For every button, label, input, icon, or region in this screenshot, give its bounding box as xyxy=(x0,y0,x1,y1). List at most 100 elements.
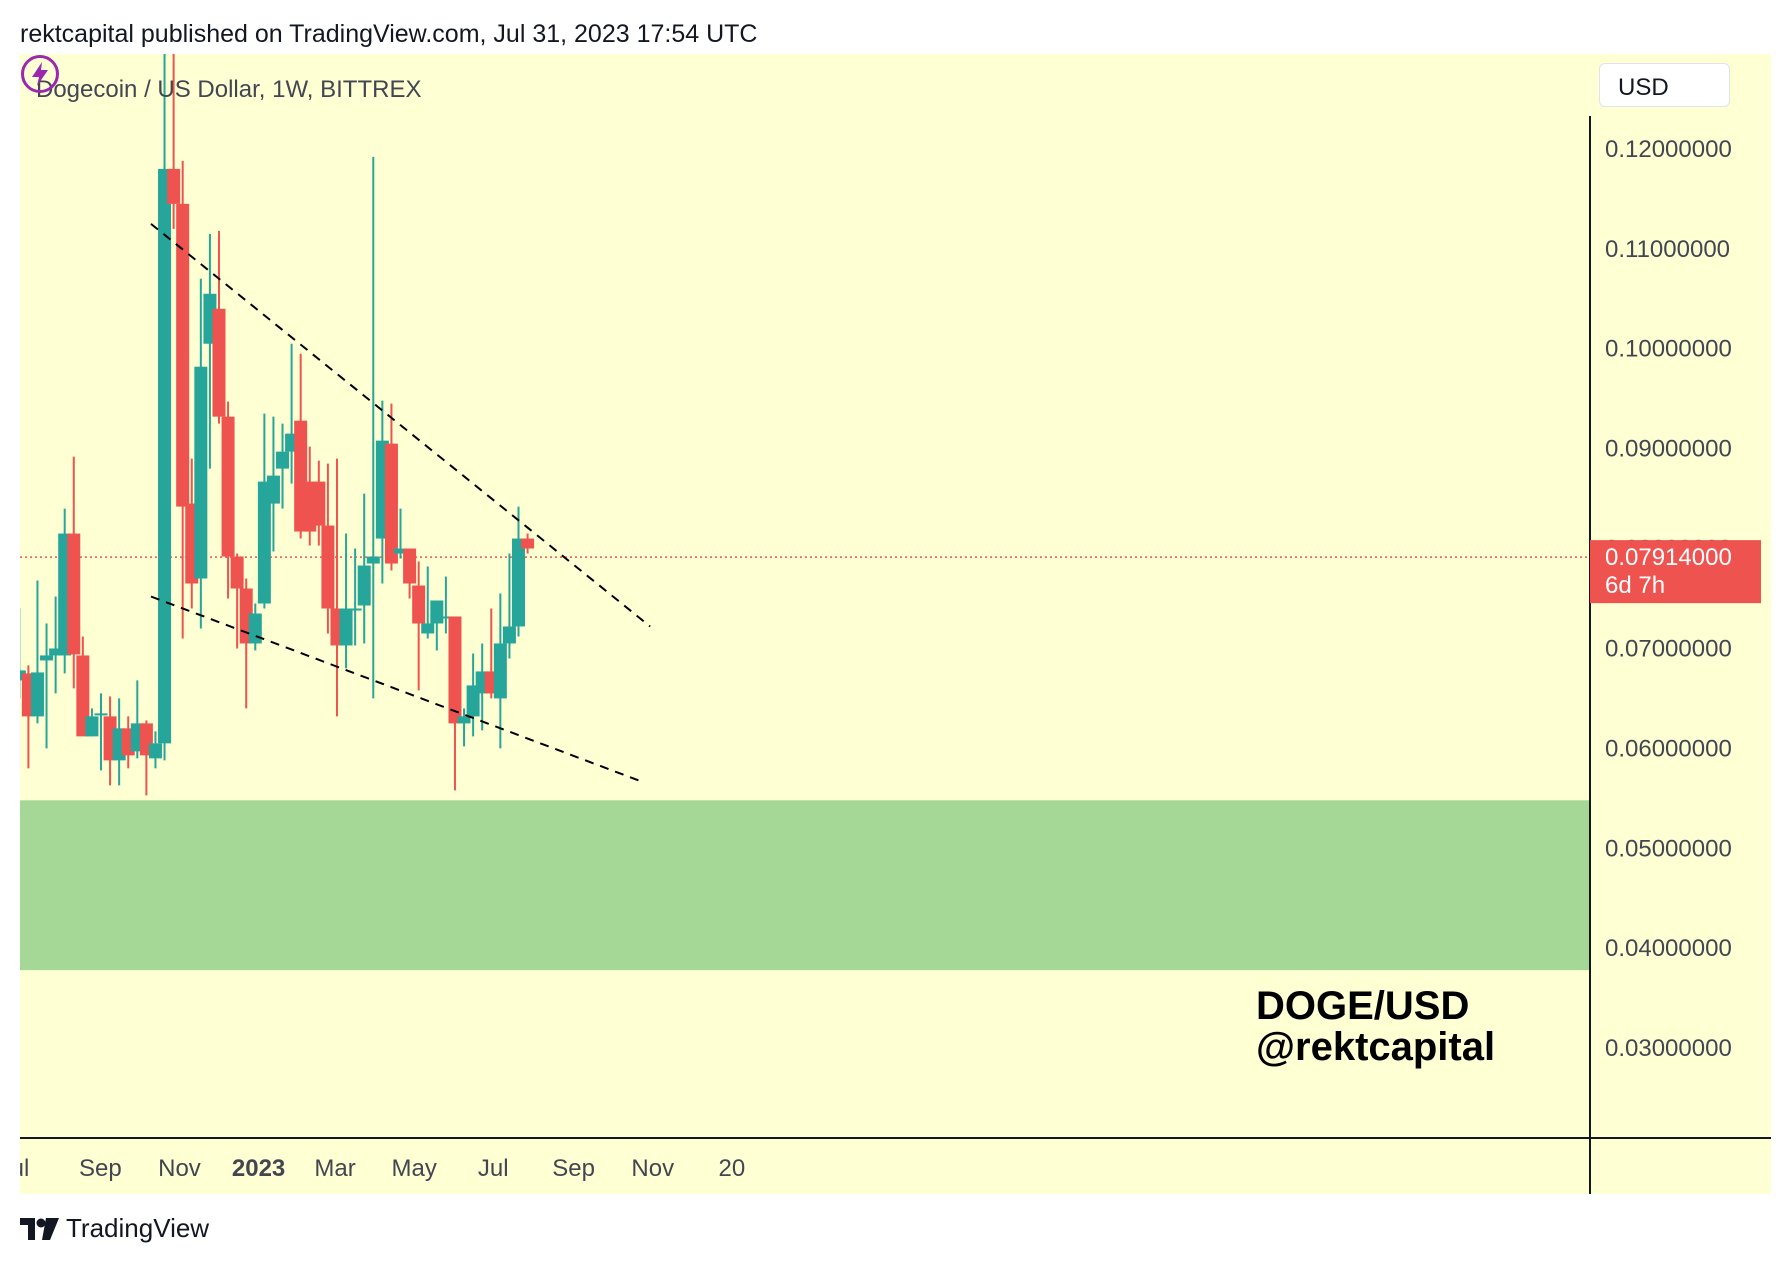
candle-body xyxy=(221,416,235,557)
tradingview-logo-icon xyxy=(20,1217,59,1240)
candle-body xyxy=(457,716,471,724)
candle-body xyxy=(493,643,507,699)
candle-body xyxy=(339,608,353,646)
candle-body xyxy=(403,548,417,584)
candle-body xyxy=(276,451,290,469)
candle[interactable] xyxy=(493,593,507,749)
y-tick-label: 0.11000000 xyxy=(1605,236,1730,263)
candle-body xyxy=(439,616,453,619)
candle-body xyxy=(30,672,44,717)
candle-body xyxy=(448,616,462,724)
candle-body xyxy=(412,585,426,624)
candle-body xyxy=(384,443,398,564)
x-tick-label: Nov xyxy=(631,1155,674,1182)
y-tick-label: 0.10000000 xyxy=(1605,336,1732,363)
candle-body xyxy=(85,716,99,737)
candle[interactable] xyxy=(148,731,162,769)
candle[interactable] xyxy=(321,463,335,634)
candle-body xyxy=(348,608,362,611)
candle[interactable] xyxy=(312,460,326,546)
trendline-lower[interactable] xyxy=(150,595,642,783)
last-price-badge-bg xyxy=(1590,540,1761,604)
y-tick-label: 0.04000000 xyxy=(1605,935,1732,962)
x-tick-label: Jul xyxy=(478,1155,509,1182)
watermark-author: @rektcapital xyxy=(1256,1025,1496,1069)
candle[interactable] xyxy=(194,278,208,629)
candle[interactable] xyxy=(167,54,181,229)
last-price-value: 0.07914000 xyxy=(1605,544,1732,571)
candle[interactable] xyxy=(412,561,426,691)
candle-body xyxy=(521,538,535,549)
candle[interactable] xyxy=(248,603,262,651)
watermark-symbol: DOGE/USD xyxy=(1256,984,1470,1028)
candle[interactable] xyxy=(403,548,417,599)
candle[interactable] xyxy=(221,401,235,599)
candle[interactable] xyxy=(421,566,435,639)
candle[interactable] xyxy=(357,493,371,644)
candle[interactable] xyxy=(94,693,108,771)
candle[interactable] xyxy=(212,230,226,424)
candle[interactable] xyxy=(439,576,453,634)
x-tick-label: 2023 xyxy=(232,1155,285,1182)
candle[interactable] xyxy=(230,553,244,649)
candle-body xyxy=(421,623,435,634)
candle-body xyxy=(230,556,244,589)
candle-body xyxy=(67,533,81,655)
candle-body xyxy=(167,168,181,204)
y-tick-label: 0.03000000 xyxy=(1605,1035,1732,1062)
candlestick-chart[interactable]: 0.03000000 0.04000000 0.05000000 0.06000000… xyxy=(20,54,1771,1194)
y-tick-label: 0.09000000 xyxy=(1605,436,1732,463)
y-tick-label: 0.12000000 xyxy=(1605,136,1732,163)
candle[interactable] xyxy=(448,616,462,791)
candle[interactable] xyxy=(76,636,90,737)
y-tick-label: 0.07000000 xyxy=(1605,635,1732,662)
candle-body xyxy=(49,648,63,656)
chart-area[interactable]: 0.03000000 0.04000000 0.05000000 0.06000000… xyxy=(20,54,1771,1194)
candle-body xyxy=(366,556,380,564)
candle[interactable] xyxy=(49,596,63,694)
candle[interactable] xyxy=(67,456,81,689)
currency-selector[interactable]: USD xyxy=(1599,63,1730,107)
footer-brand[interactable]: TradingView xyxy=(20,1213,209,1244)
candle-body xyxy=(212,308,226,417)
candle[interactable] xyxy=(158,54,172,761)
candle-body xyxy=(76,655,90,737)
candle[interactable] xyxy=(30,580,44,724)
x-tick-label: May xyxy=(391,1155,436,1182)
candle-body xyxy=(394,548,408,554)
footer-brand-label: TradingView xyxy=(66,1213,210,1243)
candle-body xyxy=(148,743,162,759)
x-tick-label: Sep xyxy=(552,1155,595,1182)
x-tick-label: ul xyxy=(20,1155,29,1182)
candle[interactable] xyxy=(502,553,516,659)
candle[interactable] xyxy=(85,708,99,737)
trendline-upper[interactable] xyxy=(150,223,651,628)
lightning-bolt-icon[interactable] xyxy=(20,54,60,94)
candle[interactable] xyxy=(384,403,398,571)
candle-body xyxy=(40,655,54,661)
candle[interactable] xyxy=(339,533,353,669)
candle[interactable] xyxy=(366,156,380,699)
candle-body xyxy=(312,481,326,526)
y-tick-label: 0.06000000 xyxy=(1605,735,1732,762)
candle[interactable] xyxy=(276,423,290,509)
candle[interactable] xyxy=(521,533,535,554)
candle[interactable] xyxy=(266,416,280,552)
candle[interactable] xyxy=(176,160,190,639)
candle-body xyxy=(430,600,444,624)
candle[interactable] xyxy=(394,508,408,559)
x-tick-label: 20 xyxy=(718,1155,745,1182)
candle-body xyxy=(357,565,371,606)
candle-body xyxy=(512,538,526,627)
chart-watermark: DOGE/USD @rektcapital xyxy=(1256,986,1495,1068)
bar-countdown: 6d 7h xyxy=(1605,572,1665,599)
candle[interactable] xyxy=(257,413,271,609)
candle-body xyxy=(257,481,271,604)
candle[interactable] xyxy=(348,548,362,646)
candle-body xyxy=(502,626,516,644)
candle[interactable] xyxy=(457,708,471,747)
candle[interactable] xyxy=(40,623,54,749)
candle[interactable] xyxy=(512,506,526,637)
candle[interactable] xyxy=(466,653,480,737)
